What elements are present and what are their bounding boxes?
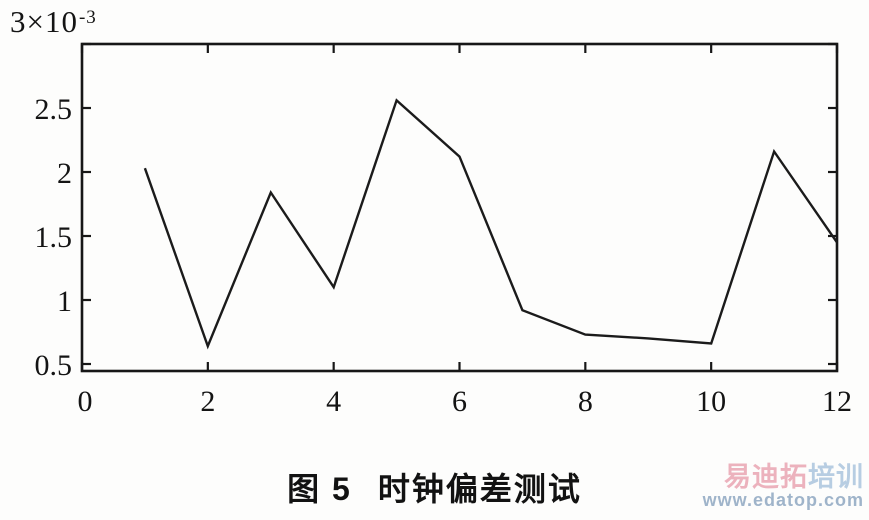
data-series-line — [143, 98, 838, 350]
y-scale-base: 3×10 — [10, 4, 78, 39]
y-tick-label: 2 — [57, 157, 72, 190]
y-tick-label: 0.5 — [35, 349, 73, 382]
watermark-url: www.edatop.com — [702, 490, 864, 511]
y-scale-exponent: -3 — [78, 6, 97, 28]
x-tick-label: 0 — [78, 385, 93, 418]
caption-number: 图 5 — [287, 471, 352, 507]
y-axis-scale-label: 3×10-3 — [10, 4, 96, 40]
axes-box — [80, 42, 839, 373]
x-tick-label: 6 — [452, 385, 467, 418]
x-tick-label: 2 — [200, 385, 215, 418]
watermark-brand-primary: 易迪拓 — [724, 462, 808, 492]
watermark-brand: 易迪拓培训 — [703, 463, 864, 491]
y-tick-label: 2.5 — [35, 93, 73, 126]
y-tick-label: 1 — [57, 285, 72, 318]
figure-caption: 图 5 时钟偏差测试 — [0, 464, 869, 510]
caption-title: 时钟偏差测试 — [377, 471, 582, 507]
x-tick-label: 4 — [326, 385, 341, 418]
x-tick-label: 12 — [822, 385, 852, 418]
watermark-brand-secondary: 培训 — [808, 462, 864, 492]
line-chart-canvas: 0 2 4 6 8 10 12 0.5 1 1.5 2 2.5 — [35, 42, 852, 418]
watermark: 易迪拓培训 www.edatop.com — [703, 463, 864, 510]
y-tick-label: 1.5 — [35, 221, 73, 254]
x-tick-label: 8 — [578, 385, 593, 418]
x-tick-label: 10 — [696, 385, 726, 418]
